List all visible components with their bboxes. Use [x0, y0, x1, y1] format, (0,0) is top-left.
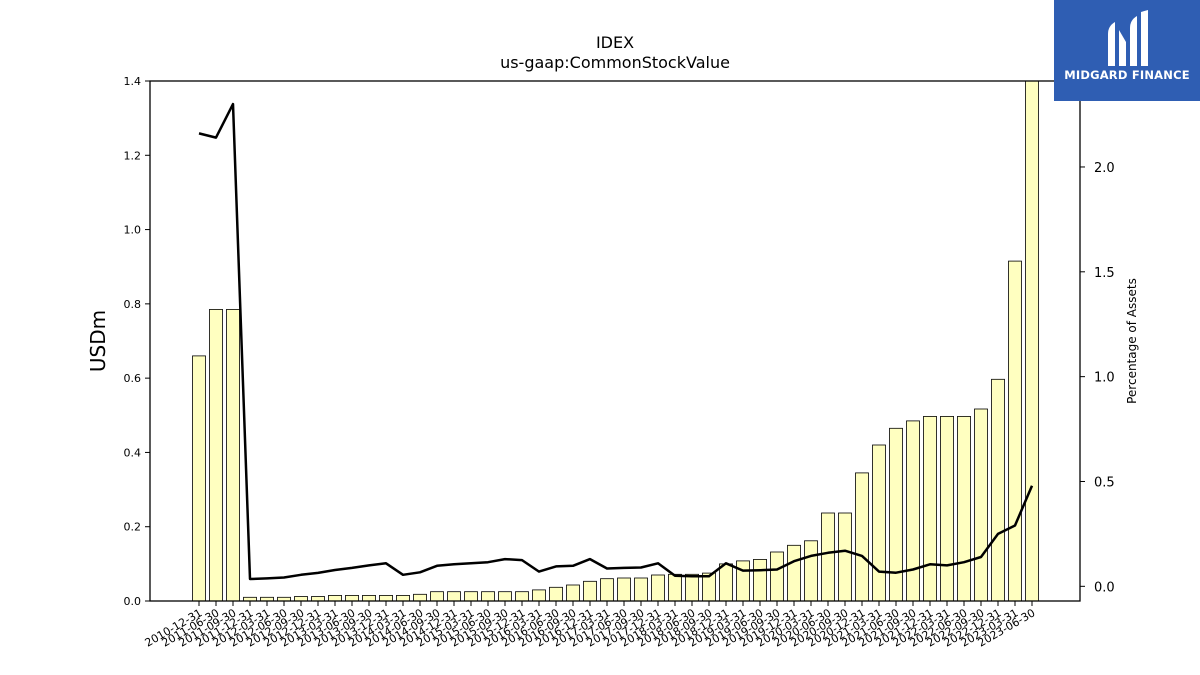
bar-2013-12-31 — [379, 595, 393, 602]
y-tick-label: 1.2 — [124, 149, 142, 162]
y-tick-label: 0.4 — [124, 446, 142, 459]
bar-2018-12-31 — [719, 563, 733, 602]
y2-tick-label: 2.0 — [1094, 161, 1115, 176]
x-axis: 2010-12-312011-06-302011-09-302011-12-31… — [143, 601, 1038, 650]
bar-2014-03-31 — [396, 595, 410, 602]
left-axis: 0.0 0.2 0.4 0.6 0.8 1.0 1.2 1.4 — [124, 75, 150, 608]
percentage-line-layer — [198, 102, 1034, 581]
bar-2018-03-31 — [668, 573, 682, 602]
y2-tick-label: 1.5 — [1094, 266, 1115, 281]
bar-2017-09-30 — [634, 577, 648, 602]
bar-2015-06-30 — [481, 591, 495, 602]
y-tick-label: 0.2 — [124, 521, 142, 534]
bar-2013-09-30 — [362, 595, 376, 602]
bar-2019-12-31 — [787, 544, 801, 602]
y2-tick-label: 0.5 — [1094, 475, 1115, 490]
bar-2021-09-30 — [906, 420, 920, 602]
bar-2015-09-30 — [498, 591, 512, 602]
bar-2021-06-30 — [889, 427, 903, 602]
bar-2012-12-31 — [311, 596, 325, 602]
y2-tick-label: 1.0 — [1094, 371, 1115, 386]
bar-2019-09-30 — [770, 551, 784, 602]
y-axis-label: USDm — [86, 310, 110, 372]
y-tick-label: 0.6 — [124, 372, 142, 385]
logo-text: MIDGARD FINANCE — [1064, 68, 1190, 82]
bar-2019-03-31 — [736, 560, 750, 602]
y-tick-label: 1.4 — [124, 75, 142, 88]
bar-2014-12-31 — [447, 591, 461, 602]
bar-2013-03-31 — [328, 595, 342, 602]
bar-2015-12-31 — [515, 591, 529, 602]
logo-mark-icon — [1108, 10, 1148, 66]
bar-2016-03-31 — [532, 589, 546, 602]
bar-2020-06-30 — [821, 512, 835, 602]
bar-2022-12-31 — [991, 378, 1005, 602]
bar-2013-06-30 — [345, 595, 359, 602]
bar-2020-09-30 — [838, 512, 852, 602]
bar-2017-03-31 — [600, 578, 614, 602]
right-axis: 0.0 0.5 1.0 1.5 2.0 — [1080, 161, 1115, 595]
bar-2012-09-30 — [294, 596, 308, 602]
bar-2020-03-31 — [804, 540, 818, 602]
plot-frame — [149, 80, 1081, 602]
y-tick-label: 1.0 — [124, 224, 142, 237]
bar-2016-09-30 — [566, 584, 580, 602]
bar-2010-12-31 — [192, 355, 206, 602]
bar-2022-06-30 — [957, 415, 971, 602]
y-tick-label: 0.8 — [124, 298, 142, 311]
y2-tick-label: 0.0 — [1094, 580, 1115, 595]
chart-subtitle: us-gaap:CommonStockValue — [500, 53, 730, 72]
percentage-of-assets-line — [198, 102, 1034, 581]
bar-2021-12-31 — [923, 415, 937, 602]
bar-2014-06-30 — [413, 593, 427, 602]
y2-axis-label: Percentage of Assets — [1125, 278, 1139, 404]
y-tick-label: 0.0 — [124, 595, 142, 608]
brand-logo: MIDGARD FINANCE — [1054, 0, 1200, 101]
bar-2023-06-30 — [1025, 80, 1039, 602]
bar-2022-09-30 — [974, 408, 988, 602]
bar-2016-06-30 — [549, 586, 563, 602]
bar-2020-12-31 — [855, 472, 869, 602]
bar-2016-12-31 — [583, 580, 597, 602]
bar-2023-03-31 — [1008, 260, 1022, 602]
bar-2017-06-30 — [617, 577, 631, 602]
bar-2018-06-30 — [685, 573, 699, 602]
bar-2019-06-30 — [753, 559, 767, 602]
bars — [192, 80, 1039, 602]
bar-2014-09-30 — [430, 591, 444, 602]
bar-2011-09-30 — [226, 308, 240, 602]
bar-2011-06-30 — [209, 308, 223, 602]
bar-2021-03-31 — [872, 444, 886, 602]
bar-2015-03-31 — [464, 591, 478, 602]
chart-title: IDEX — [596, 33, 634, 52]
bar-2017-12-31 — [651, 574, 665, 602]
bar-2022-03-31 — [940, 415, 954, 602]
